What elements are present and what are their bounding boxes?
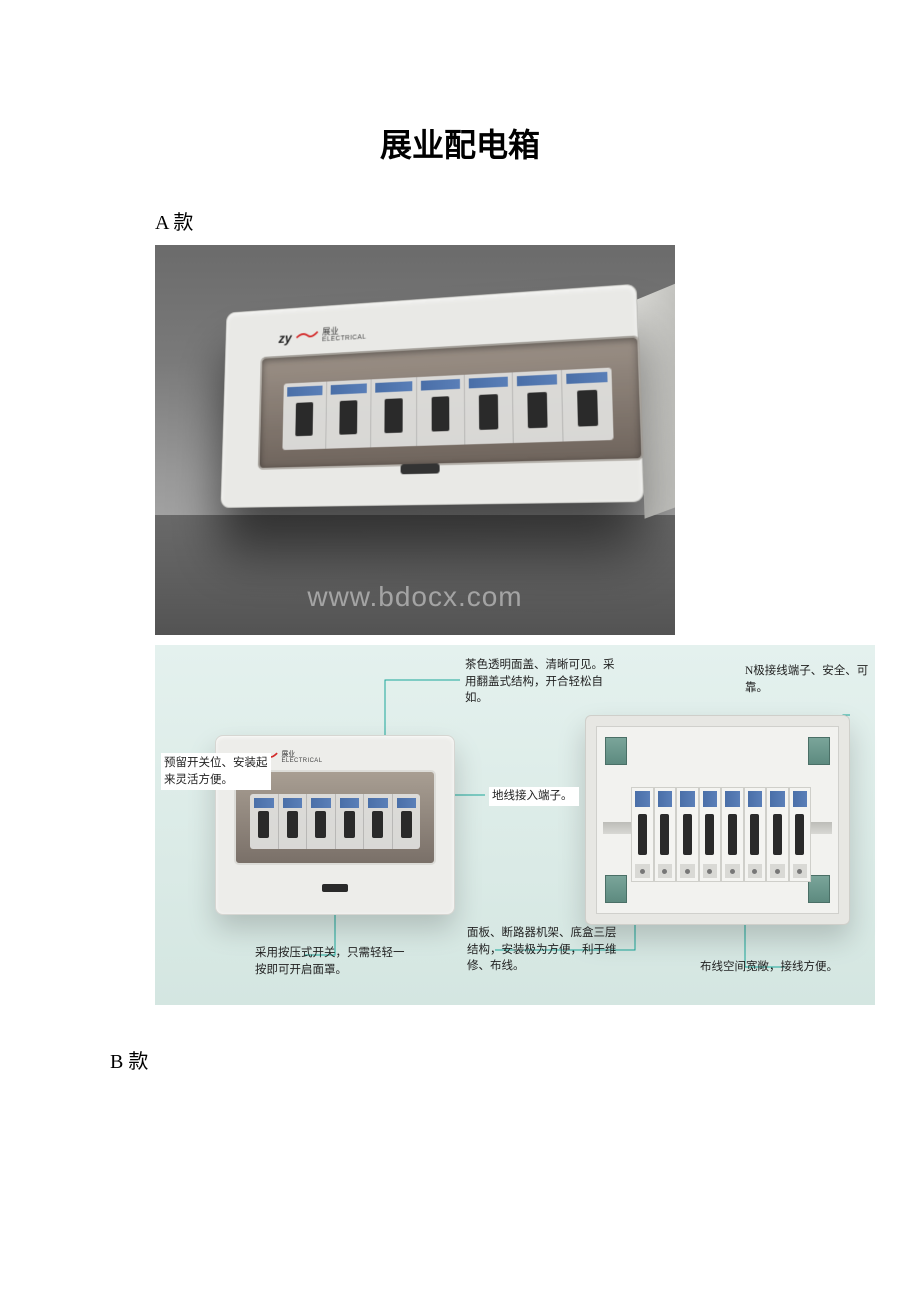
- breaker-row: [250, 794, 420, 849]
- open-box-illustration: [585, 715, 850, 925]
- breaker-module: [744, 787, 767, 882]
- brand-logo: zy 展业 ELECTRICAL: [278, 319, 388, 350]
- transparent-cover: [258, 335, 644, 470]
- annot-press-switch: 采用按压式开关，只需轻轻一按即可开启面罩。: [255, 945, 415, 978]
- terminal-block: [605, 875, 627, 903]
- breaker-module: [326, 379, 372, 448]
- swoosh-icon: [295, 328, 319, 346]
- breaker-module: [789, 787, 812, 882]
- breaker-module: [282, 382, 327, 451]
- model-a-label: A 款: [155, 206, 820, 235]
- breaker-module: [336, 794, 365, 849]
- terminal-block: [808, 875, 830, 903]
- annot-wiring-space: 布线空间宽敞，接线方便。: [700, 959, 865, 976]
- n-terminal-block: [808, 737, 830, 765]
- breaker-module: [512, 370, 563, 443]
- breaker-module: [721, 787, 744, 882]
- breaker-module: [699, 787, 722, 882]
- feature-infographic: zy 展业 ELECTRICAL: [155, 645, 875, 1005]
- breaker-module: [631, 787, 654, 882]
- model-b-label: B 款: [110, 1045, 820, 1074]
- breaker-module: [371, 377, 417, 447]
- breaker-module: [766, 787, 789, 882]
- breaker-module: [364, 794, 393, 849]
- product-photo-a: zy 展业 ELECTRICAL www.bd: [155, 245, 675, 635]
- annot-ground-terminal: 地线接入端子。: [489, 787, 579, 806]
- annot-reserved-slots: 预留开关位、安装起来灵活方便。: [161, 753, 271, 790]
- annot-three-layer: 面板、断路器机架、底盒三层结构，安装极为方便，利于维修、布线。: [467, 925, 627, 975]
- breaker-module: [307, 794, 336, 849]
- breaker-module: [676, 787, 699, 882]
- breaker-module: [279, 794, 308, 849]
- watermark: www.bdocx.com: [155, 581, 675, 613]
- breaker-module: [250, 794, 279, 849]
- breaker-module: [417, 375, 464, 446]
- breaker-module: [562, 368, 614, 442]
- breaker-module: [654, 787, 677, 882]
- breaker-module: [464, 372, 513, 444]
- latch: [401, 463, 440, 474]
- breaker-module: [393, 794, 421, 849]
- annot-n-terminal: N极接线端子、安全、可靠。: [745, 663, 870, 696]
- breaker-row: [282, 368, 613, 451]
- latch: [322, 884, 348, 892]
- page-title: 展业配电箱: [100, 120, 820, 166]
- annot-transparent-cover: 茶色透明面盖、清晰可见。采用翻盖式结构，开合轻松自如。: [465, 657, 615, 707]
- breaker-row: [631, 787, 811, 882]
- terminal-block: [605, 737, 627, 765]
